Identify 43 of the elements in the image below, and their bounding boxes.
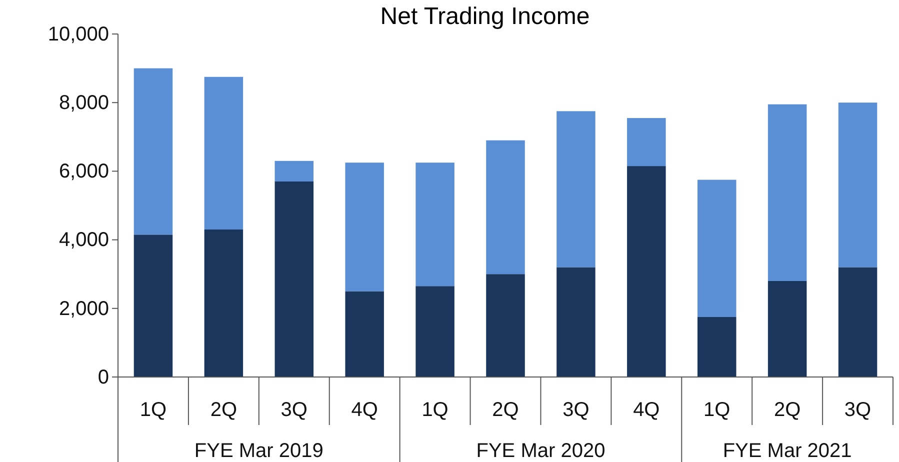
bar	[486, 274, 525, 377]
x-tick-label: 4Q	[633, 399, 660, 421]
bar	[486, 140, 525, 274]
bar	[627, 118, 666, 166]
y-tick-label: 6,000	[58, 160, 109, 183]
bar	[768, 104, 807, 281]
text: FYE Mar 2020	[476, 440, 606, 462]
bar	[204, 230, 244, 377]
bar	[204, 76, 244, 230]
text: FYE Mar 2021	[722, 440, 852, 462]
x-tick-label: 1Q	[140, 399, 167, 421]
x-tick-label: 2Q	[774, 399, 801, 421]
bar	[768, 280, 807, 377]
bar	[345, 162, 384, 292]
y-tick-label: 2,000	[58, 298, 109, 320]
bar	[274, 160, 314, 182]
y-tick-label: 0	[98, 366, 109, 388]
x-tick-label: 3Q	[280, 399, 308, 421]
x-tick-label: 3Q	[844, 399, 872, 421]
bar	[416, 286, 454, 377]
x-tick-label: 1Q	[704, 399, 730, 421]
bar	[838, 102, 878, 268]
bar	[627, 166, 666, 377]
bar	[345, 291, 384, 377]
y-tick-label: 10,000	[48, 23, 109, 46]
bar	[838, 267, 878, 377]
x-tick-label: 3Q	[562, 399, 590, 421]
bar	[134, 68, 173, 235]
x-tick-label: 4Q	[351, 399, 378, 421]
bar	[134, 234, 173, 377]
x-tick-label: 2Q	[492, 399, 519, 421]
bar	[416, 162, 454, 286]
y-tick-label: 4,000	[58, 229, 109, 252]
bar	[556, 111, 596, 268]
text: FYE Mar 2019	[194, 440, 324, 462]
x-tick-label: 2Q	[210, 399, 238, 421]
bar	[697, 180, 736, 317]
y-tick-label: 8,000	[58, 92, 109, 114]
chart-title: Net Trading Income	[380, 3, 590, 30]
x-tick-label: 1Q	[422, 399, 448, 421]
bar	[274, 181, 314, 377]
bar	[697, 316, 736, 377]
bar	[556, 267, 596, 377]
